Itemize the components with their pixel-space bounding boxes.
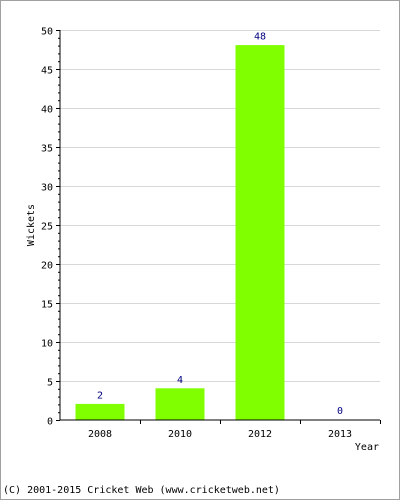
y-tick-label-0: 0 <box>47 417 53 428</box>
y-tick-label-25: 25 <box>41 222 53 233</box>
y-tick-label-5: 5 <box>47 378 53 389</box>
x-tick-label-2013: 2013 <box>328 429 352 440</box>
y-tick-label-45: 45 <box>41 66 53 77</box>
y-ticks: 0 5 10 15 20 25 30 35 40 45 50 <box>41 27 60 428</box>
data-label-2010: 4 <box>177 375 183 386</box>
gridlines <box>60 30 380 382</box>
y-tick-label-15: 15 <box>41 300 53 311</box>
y-tick-label-10: 10 <box>41 339 53 350</box>
y-tick-label-50: 50 <box>41 27 53 38</box>
y-tick-label-35: 35 <box>41 144 53 155</box>
data-label-2008: 2 <box>97 390 103 401</box>
bar-2010 <box>155 388 205 421</box>
data-label-2012: 48 <box>254 32 266 43</box>
x-tick-label-2008: 2008 <box>88 429 112 440</box>
x-tick-label-2010: 2010 <box>168 429 192 440</box>
copyright-footer: (C) 2001-2015 Cricket Web (www.cricketwe… <box>3 485 280 496</box>
data-label-2013: 0 <box>337 406 343 417</box>
bar-2008 <box>75 403 125 421</box>
y-tick-label-40: 40 <box>41 105 53 116</box>
bar-2012 <box>235 45 285 421</box>
bars <box>75 45 285 421</box>
y-axis-title: Wickets <box>26 204 37 246</box>
x-axis-title: Year <box>355 442 379 453</box>
x-tick-label-2012: 2012 <box>248 429 272 440</box>
y-tick-label-20: 20 <box>41 261 53 272</box>
x-ticks: 2008 2010 2012 2013 <box>88 420 381 440</box>
y-tick-label-30: 30 <box>41 183 53 194</box>
data-labels: 2 4 48 0 <box>97 32 343 417</box>
